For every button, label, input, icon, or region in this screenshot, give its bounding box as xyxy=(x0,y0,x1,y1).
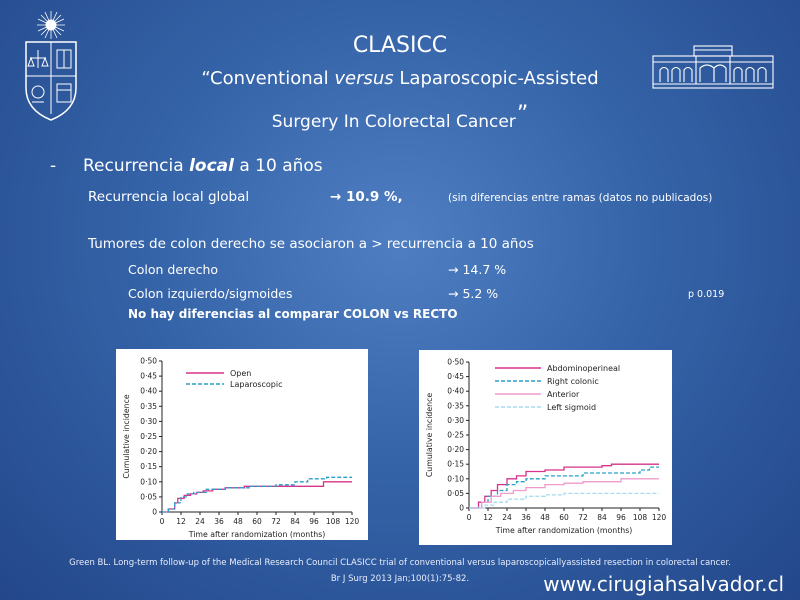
bullet-dash: - xyxy=(50,156,57,176)
x-tick-label: 12 xyxy=(176,517,186,526)
x-tick-label: 0 xyxy=(160,517,165,526)
tumors-heading: Tumores de colon derecho se asociaron a … xyxy=(88,236,534,252)
x-tick-label: 72 xyxy=(578,513,588,522)
chart-open-vs-laparoscopic: 0 0·05 0·10 0·15 0·20 0·25 0·30 0·35 0·40 0·45 0·5… xyxy=(116,349,368,540)
y-tick-label: 0·45 xyxy=(140,372,157,381)
subtitle-text-line2: Surgery In Colorectal Cancer xyxy=(271,112,516,132)
y-tick-label: 0·35 xyxy=(140,402,157,411)
x-tick-label: 96 xyxy=(616,513,626,522)
x-tick-label: 48 xyxy=(233,517,243,526)
bullet-text-after: a 10 años xyxy=(233,156,323,176)
global-recurrence-note: (sin diferencias entre ramas (datos no p… xyxy=(448,192,713,204)
y-axis-label: Cumulative incidence xyxy=(425,393,434,478)
x-tick-label: 12 xyxy=(483,513,493,522)
x-tick-label: 72 xyxy=(271,517,281,526)
slide-subtitle-line2: Surgery In Colorectal Cancer” xyxy=(0,102,800,132)
series-line-right-colonic xyxy=(469,466,659,509)
x-tick-label: 108 xyxy=(326,517,341,526)
y-tick-label: 0·15 xyxy=(140,462,157,471)
y-tick-label: 0·50 xyxy=(447,358,464,367)
hospital-building-logo xyxy=(652,45,774,89)
legend-label-anterior: Anterior xyxy=(547,390,580,399)
x-tick-label: 96 xyxy=(309,517,319,526)
y-tick-label: 0·20 xyxy=(140,447,157,456)
chart-by-procedure: 0 0·05 0·10 0·15 0·20 0·25 0·30 0·35 0·40 0·45 0·5… xyxy=(419,350,672,545)
y-tick-label: 0·05 xyxy=(140,492,157,501)
legend-label-abdominoperineal: Abdominoperineal xyxy=(547,364,620,373)
left-colon-label: Colon izquierdo/sigmoides xyxy=(128,286,293,301)
y-tick-label: 0·20 xyxy=(447,445,464,454)
subtitle-text-part2: Laparoscopic-Assisted xyxy=(393,68,599,89)
x-tick-label: 120 xyxy=(652,513,667,522)
x-tick-label: 60 xyxy=(252,517,262,526)
university-crest-logo xyxy=(25,11,77,121)
right-colon-value: → 14.7 % xyxy=(448,262,507,277)
y-tick-label: 0·50 xyxy=(140,357,157,366)
slide-title: CLASICC xyxy=(352,33,448,58)
legend-label-open: Open xyxy=(230,369,251,378)
series-line-abdominoperineal xyxy=(469,463,659,509)
y-tick-label: 0·35 xyxy=(447,401,464,410)
chart-open-vs-laparoscopic-svg: 0 0·05 0·10 0·15 0·20 0·25 0·30 0·35 0·40 0·45 0·5… xyxy=(122,357,360,540)
bullet-heading: - Recurrencia local a 10 años xyxy=(50,156,323,176)
legend-label-right-colonic: Right colonic xyxy=(547,377,599,386)
x-axis-label: Time after randomization (months) xyxy=(188,530,326,539)
chart-by-procedure-svg: 0 0·05 0·10 0·15 0·20 0·25 0·30 0·35 0·40 0·45 0·5… xyxy=(425,358,667,536)
reference-line2: Br J Surg 2013 Jan;100(1):75-82. xyxy=(330,574,470,584)
x-tick-label: 36 xyxy=(214,517,224,526)
y-tick-label: 0·30 xyxy=(140,417,157,426)
subtitle-quote-close: ” xyxy=(516,102,529,127)
y-tick-label: 0 xyxy=(459,504,464,513)
x-tick-label: 0 xyxy=(467,513,472,522)
website-url: www.cirugiahsalvador.cl xyxy=(543,572,784,596)
legend-label-laparoscopic: Laparoscopic xyxy=(230,380,283,389)
y-tick-label: 0·10 xyxy=(140,477,157,486)
subtitle-text-italic: versus xyxy=(334,68,394,89)
right-colon-label: Colon derecho xyxy=(128,262,219,277)
legend-label-left-sigmoid: Left sigmoid xyxy=(547,403,596,412)
series-line-left-sigmoid xyxy=(469,492,659,509)
y-tick-label: 0·15 xyxy=(447,460,464,469)
global-recurrence-label: Recurrencia local global xyxy=(88,189,250,205)
y-tick-label: 0·05 xyxy=(447,489,464,498)
x-tick-label: 48 xyxy=(540,513,550,522)
x-tick-label: 24 xyxy=(195,517,205,526)
y-tick-label: 0·45 xyxy=(447,372,464,381)
left-colon-value: → 5.2 % xyxy=(448,286,499,301)
x-tick-label: 36 xyxy=(521,513,531,522)
x-tick-label: 108 xyxy=(633,513,648,522)
y-axis-label: Cumulative incidence xyxy=(122,394,131,479)
y-tick-label: 0·25 xyxy=(447,431,464,440)
p-value: p 0.019 xyxy=(688,289,725,300)
subtitle-text-part1: “Conventional xyxy=(201,68,335,89)
x-tick-label: 24 xyxy=(502,513,512,522)
series-line-anterior xyxy=(469,478,659,509)
global-recurrence-value: → 10.9 %, xyxy=(330,189,403,205)
y-tick-label: 0·40 xyxy=(140,387,157,396)
x-tick-label: 60 xyxy=(559,513,569,522)
x-tick-label: 84 xyxy=(290,517,300,526)
reference-line1: Green BL. Long-term follow-up of the Med… xyxy=(69,558,731,568)
x-axis-label: Time after randomization (months) xyxy=(495,526,633,535)
x-tick-label: 84 xyxy=(597,513,607,522)
y-tick-label: 0·30 xyxy=(447,416,464,425)
no-difference-note: No hay diferencias al comparar COLON vs … xyxy=(128,307,458,321)
slide-subtitle-line1: “Conventional versus Laparoscopic-Assist… xyxy=(0,68,800,89)
x-tick-label: 120 xyxy=(345,517,360,526)
y-tick-label: 0·10 xyxy=(447,474,464,483)
y-tick-label: 0·40 xyxy=(447,387,464,396)
y-tick-label: 0·25 xyxy=(140,432,157,441)
bullet-text-before: Recurrencia xyxy=(83,156,190,176)
y-tick-label: 0 xyxy=(152,508,157,517)
bullet-text-emphasis: local xyxy=(189,156,234,176)
